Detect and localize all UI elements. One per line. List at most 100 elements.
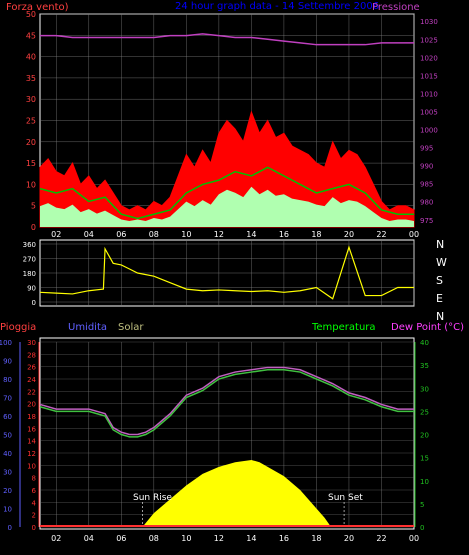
x-tick-label: 16 [279,230,289,239]
dewpoint-label: Dew Point (°C) [391,322,464,333]
x-tick-label: 18 [311,230,321,239]
left-tick-label: 35 [26,74,36,83]
x-tick-label: 16 [279,534,289,543]
right-tick-label: 985 [420,181,433,189]
humidity-tick-label: 50 [3,432,12,440]
right-tick-label: 1000 [420,127,438,135]
left-tick-label: 30 [26,95,36,104]
rain-tick-label: 26 [27,364,36,372]
rain-tick-label: 20 [27,401,36,409]
rain-tick-label: 22 [27,388,36,396]
compass-label-n-top: N [436,238,444,251]
x-tick-label: 20 [344,534,354,543]
wind-direction-line [39,245,414,300]
temp-tick-label: 35 [420,362,429,370]
x-tick-label: 22 [376,534,386,543]
left-tick-label: 50 [26,10,36,19]
rain-tick-label: 10 [27,462,36,470]
x-tick-label: 20 [344,230,354,239]
wind-average-line [39,166,414,220]
rain-axis-label: Pioggia [0,322,36,333]
x-tick-label: 02 [51,534,61,543]
humidity-tick-label: 60 [3,413,12,421]
rain-tick-label: 6 [32,487,37,495]
x-tick-label: 08 [149,230,159,239]
x-tick-label: 02 [51,230,61,239]
x-tick-label: 12 [214,534,224,543]
x-tick-label: 04 [84,534,94,543]
temp-tick-label: 5 [420,501,424,509]
right-tick-label: 1030 [420,18,438,26]
humidity-tick-label: 90 [3,358,12,366]
rain-tick-label: 18 [27,413,36,421]
wind-pressure-chart: 0510152025303540455097598098599099510001… [26,10,438,239]
rain-tick-label: 4 [32,499,37,507]
temp-tick-label: 10 [420,478,429,486]
x-tick-label: 14 [246,230,256,239]
x-tick-label: 00 [409,230,419,239]
y-tick-label: 360 [23,241,36,249]
left-tick-label: 45 [26,31,36,40]
left-tick-label: 40 [26,53,36,62]
right-tick-label: 1025 [420,36,438,44]
temp-tick-label: 40 [420,339,429,347]
pressure-line [40,33,414,46]
y-tick-label: 90 [27,285,36,293]
x-tick-label: 08 [149,534,159,543]
temperature-label: Temperatura [311,322,376,333]
left-tick-label: 10 [26,180,36,189]
compass-label-e: E [436,292,443,305]
y-tick-label: 270 [23,256,36,264]
x-tick-label: 14 [246,534,256,543]
x-tick-label: 10 [181,230,191,239]
wind-direction-chart: 0 90 180 270 360 [23,240,415,307]
left-tick-label: 15 [26,159,36,168]
y-tick-label: 0 [32,299,36,307]
temp-tick-label: 20 [420,432,429,440]
temp-tick-label: 15 [420,455,429,463]
right-tick-label: 1015 [420,72,438,80]
left-tick-label: 25 [26,117,36,126]
chart-title: 24 hour graph data - 14 Settembre 2006 [175,1,379,12]
rain-tick-label: 14 [27,438,36,446]
right-tick-label: 995 [420,145,433,153]
humidity-tick-label: 40 [3,450,12,458]
x-tick-label: 22 [376,230,386,239]
temperature-line [39,369,414,438]
rain-tick-label: 8 [32,475,36,483]
compass-label-n-bottom: N [436,310,444,323]
compass-label-w: W [436,256,447,269]
humidity-tick-label: 80 [3,376,12,384]
rain-tick-label: 16 [27,425,36,433]
right-tick-label: 1010 [420,90,438,98]
humidity-tick-label: 100 [0,339,12,347]
temp-tick-label: 30 [420,385,429,393]
temp-tick-label: 0 [420,524,424,532]
right-tick-label: 1005 [420,108,438,116]
x-tick-label: 18 [311,534,321,543]
dewpoint-line [39,366,414,436]
sunset-label: Sun Set [328,493,363,503]
compass-label-s: S [436,274,443,287]
x-tick-label: 00 [409,534,419,543]
humidity-tick-label: 20 [3,487,12,495]
rain-tick-label: 12 [27,450,36,458]
sunrise-label: Sun Rise [133,493,172,503]
humidity-tick-label: 30 [3,469,12,477]
wind-axis-label: Forza vento) [6,2,69,13]
right-tick-label: 990 [420,163,433,171]
humidity-tick-label: 0 [8,524,12,532]
x-tick-label: 06 [116,534,126,543]
x-tick-label: 06 [116,230,126,239]
rain-tick-label: 30 [27,339,36,347]
temp-humidity-solar-chart: 0510152025303540010203040506070809010002… [0,339,429,543]
humidity-axis-label: Umidita [68,322,107,333]
y-tick-label: 180 [23,270,36,278]
x-tick-label: 10 [181,534,191,543]
compass-labels: N W S E N [436,238,447,323]
rain-tick-label: 28 [27,351,36,359]
wind-gust-area [39,110,415,228]
temp-tick-label: 25 [420,408,429,416]
wind-base-area [40,186,414,227]
